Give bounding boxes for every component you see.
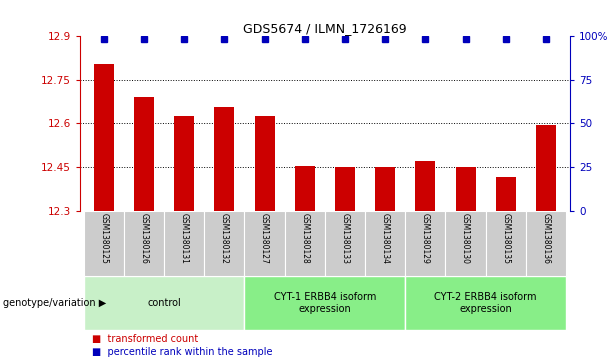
Text: GSM1380136: GSM1380136: [541, 212, 550, 264]
Bar: [84, 276, 245, 330]
Bar: [335, 167, 355, 211]
Bar: [284, 211, 325, 276]
Bar: [94, 64, 114, 211]
Bar: [446, 211, 485, 276]
Bar: [174, 116, 194, 211]
Bar: [416, 161, 435, 211]
Text: GSM1380133: GSM1380133: [340, 212, 349, 264]
Text: GSM1380129: GSM1380129: [421, 212, 430, 264]
Text: ■  percentile rank within the sample: ■ percentile rank within the sample: [92, 347, 272, 357]
Bar: [526, 211, 566, 276]
Bar: [365, 211, 405, 276]
Text: GSM1380126: GSM1380126: [140, 212, 148, 264]
Text: GSM1380127: GSM1380127: [260, 212, 269, 264]
Bar: [245, 276, 405, 330]
Text: GSM1380135: GSM1380135: [501, 212, 510, 264]
Bar: [204, 211, 245, 276]
Bar: [295, 166, 315, 211]
Bar: [215, 107, 234, 211]
Bar: [325, 211, 365, 276]
Bar: [496, 177, 516, 211]
Bar: [485, 211, 526, 276]
Text: control: control: [147, 298, 181, 308]
Text: ■  transformed count: ■ transformed count: [92, 334, 198, 344]
Text: CYT-2 ERBB4 isoform
expression: CYT-2 ERBB4 isoform expression: [435, 292, 537, 314]
Bar: [405, 211, 446, 276]
Text: GSM1380128: GSM1380128: [300, 212, 310, 263]
Bar: [164, 211, 204, 276]
Bar: [405, 276, 566, 330]
Text: GSM1380125: GSM1380125: [99, 212, 109, 264]
Text: GSM1380131: GSM1380131: [180, 212, 189, 264]
Bar: [536, 125, 556, 211]
Bar: [124, 211, 164, 276]
Bar: [134, 97, 154, 211]
Text: GSM1380132: GSM1380132: [220, 212, 229, 264]
Text: CYT-1 ERBB4 isoform
expression: CYT-1 ERBB4 isoform expression: [273, 292, 376, 314]
Text: GSM1380130: GSM1380130: [461, 212, 470, 264]
Bar: [455, 167, 476, 211]
Bar: [245, 211, 284, 276]
Bar: [375, 167, 395, 211]
Bar: [84, 211, 124, 276]
Bar: [254, 116, 275, 211]
Text: genotype/variation ▶: genotype/variation ▶: [3, 298, 106, 308]
Text: GSM1380134: GSM1380134: [381, 212, 390, 264]
Title: GDS5674 / ILMN_1726169: GDS5674 / ILMN_1726169: [243, 22, 406, 35]
